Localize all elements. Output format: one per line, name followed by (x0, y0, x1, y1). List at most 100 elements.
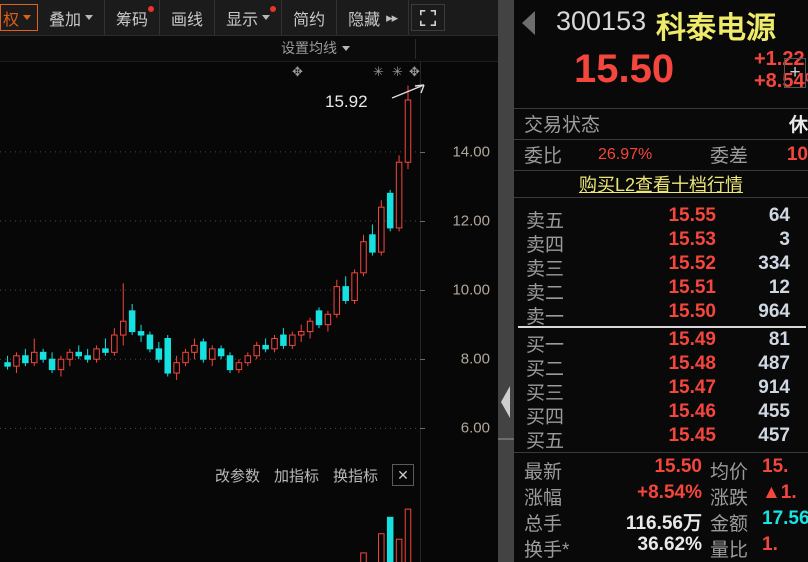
toolbar-button-chips[interactable]: 筹码 (105, 0, 161, 35)
ask-level: 卖一 (526, 307, 565, 328)
volume-pane[interactable] (0, 464, 420, 562)
notification-dot-icon (148, 6, 155, 12)
expand-fullscreen-glyph (420, 9, 437, 26)
chevron-down-icon (23, 15, 32, 20)
switch-indicator-button[interactable]: 换指标 (332, 467, 378, 485)
bid-row[interactable]: 买五 15.45 457 (514, 425, 808, 452)
price-axis-label: 8.00 (460, 350, 490, 368)
bid-volume: 914 (758, 377, 790, 398)
price-axis: 14.00 12.00 10.00 8.00 6.00 (420, 62, 498, 456)
chart-canvas-area[interactable]: 15.92 ✥ ✳ ✳ ✥ 14.00 12.00 10.00 8.00 6.00 改参… (0, 62, 498, 562)
change-absolute: +1.22 (754, 48, 805, 70)
toolbar-button-label: 筹码 (116, 11, 149, 29)
ask-row[interactable]: 卖五 15.55 64 (514, 205, 808, 232)
notification-dot-icon (270, 6, 277, 12)
toolbar-divider (415, 39, 416, 59)
add-to-watchlist-button[interactable]: + (784, 58, 806, 88)
trade-status-row: 交易状态 休 (514, 108, 808, 138)
annotation-arrow-icon (391, 84, 425, 99)
collapse-panel-arrow-icon[interactable] (501, 386, 510, 418)
axis-tick (420, 220, 425, 222)
volume-axis (420, 464, 498, 562)
ask-level: 卖五 (526, 211, 565, 232)
set-moving-average-button[interactable]: 设置均线 (281, 38, 350, 58)
news-marker-icon[interactable]: ✳ (392, 64, 403, 79)
price-pane[interactable]: 15.92 ✥ ✳ ✳ ✥ (0, 62, 425, 456)
buy-l2-link-label: 购买L2查看十档行情 (578, 175, 744, 195)
bid-level: 买五 (526, 431, 565, 452)
bid-row[interactable]: 买四 15.46 455 (514, 401, 808, 428)
high-price-annotation: 15.92 (325, 92, 368, 111)
bid-level: 买三 (526, 383, 565, 404)
ask-price: 15.53 (668, 229, 716, 250)
expand-fullscreen-icon[interactable] (411, 4, 446, 31)
quote-header: 300153 科泰电源 (514, 0, 808, 48)
bid-level: 买四 (526, 407, 565, 428)
statistics-table: 最新 15.50 均价 15. 涨幅 +8.54% 涨跌 ▲1. 总手 116.56万 金额 17.5… (514, 452, 808, 561)
toolbar-button-quanxi[interactable]: 权 (0, 4, 39, 31)
toolbar-button-display[interactable]: 显示 (215, 0, 283, 35)
double-chevron-right-icon: ▸▸ (386, 9, 398, 25)
toolbar-button-hide[interactable]: 隐藏 ▸▸ (337, 0, 410, 35)
stat-label-right: 量比 (710, 540, 749, 561)
toolbar-button-simple[interactable]: 简约 (282, 0, 338, 35)
price-change: +1.22 +8.54% (754, 48, 808, 92)
add-indicator-button[interactable]: 加指标 (273, 467, 319, 485)
back-arrow-icon[interactable] (522, 11, 535, 35)
axis-tick (420, 428, 425, 430)
ask-volume: 64 (768, 205, 790, 226)
ask-volume: 334 (758, 253, 790, 274)
stat-value-right: 1. (762, 534, 778, 555)
order-book: 卖五 15.55 64 卖四 15.53 3 卖三 15.52 334 卖二 15.51 12 卖一 15… (514, 205, 808, 452)
buy-l2-link[interactable]: 购买L2查看十档行情 (514, 170, 808, 198)
price-axis-label: 12.00 (452, 212, 490, 230)
weibi-row: 委比 26.97% 委差 10 (514, 139, 808, 169)
bid-row[interactable]: 买二 15.48 487 (514, 353, 808, 380)
price-axis-label: 10.00 (452, 281, 490, 299)
ask-volume: 964 (758, 301, 790, 322)
chevron-down-icon (342, 45, 350, 51)
dividend-marker-icon[interactable]: ✥ (409, 64, 420, 79)
dividend-marker-icon[interactable]: ✥ (292, 64, 303, 79)
bid-volume: 455 (758, 401, 790, 422)
last-price: 15.50 (574, 47, 675, 91)
bid-rows: 买一 15.49 81 买二 15.48 487 买三 15.47 914 买四 15.46 455 买… (514, 329, 808, 452)
news-marker-icon[interactable]: ✳ (373, 64, 384, 79)
bid-price: 15.48 (668, 353, 716, 374)
panel-splitter[interactable] (498, 0, 514, 562)
toolbar-button-overlay[interactable]: 叠加 (38, 0, 106, 35)
close-icon[interactable]: ✕ (392, 464, 414, 486)
bid-row[interactable]: 买三 15.47 914 (514, 377, 808, 404)
ask-price: 15.52 (668, 253, 716, 274)
ask-price: 15.55 (668, 205, 716, 226)
bid-price: 15.46 (668, 401, 716, 422)
toolbar-button-label: 叠加 (49, 11, 82, 29)
chevron-down-icon (262, 15, 271, 20)
stat-label-right: 均价 (710, 462, 749, 483)
chevron-down-icon (85, 15, 94, 20)
bid-row[interactable]: 买一 15.49 81 (514, 329, 808, 356)
ask-volume: 3 (779, 229, 790, 250)
weibi-label: 委比 (524, 146, 563, 167)
toolbar-button-label: 画线 (171, 11, 204, 29)
trade-status-value: 休 (788, 115, 808, 136)
stat-label-left: 换手* (524, 540, 570, 561)
ask-row[interactable]: 卖二 15.51 12 (514, 277, 808, 304)
chart-toolbar: 权 叠加 筹码 画线 显示 简约 隐藏 (0, 0, 498, 36)
stat-label-left: 最新 (524, 462, 563, 483)
stat-row: 最新 15.50 均价 15. (514, 456, 808, 483)
set-ma-label: 设置均线 (281, 40, 337, 56)
ask-row[interactable]: 卖四 15.53 3 (514, 229, 808, 256)
ask-row[interactable]: 卖三 15.52 334 (514, 253, 808, 280)
bid-price: 15.47 (668, 377, 716, 398)
stats-top-divider (514, 452, 808, 453)
quote-panel: 300153 科泰电源 15.50 +1.22 +8.54% + 交易状态 休 … (514, 0, 808, 562)
change-params-button[interactable]: 改参数 (214, 467, 260, 485)
toolbar-button-drawline[interactable]: 画线 (160, 0, 216, 35)
ask-row[interactable]: 卖一 15.50 964 (514, 301, 808, 328)
volume-chart (360, 508, 412, 562)
ask-price: 15.51 (668, 277, 716, 298)
stat-value-left: +8.54% (637, 482, 702, 503)
toolbar-button-label: 简约 (293, 11, 326, 29)
